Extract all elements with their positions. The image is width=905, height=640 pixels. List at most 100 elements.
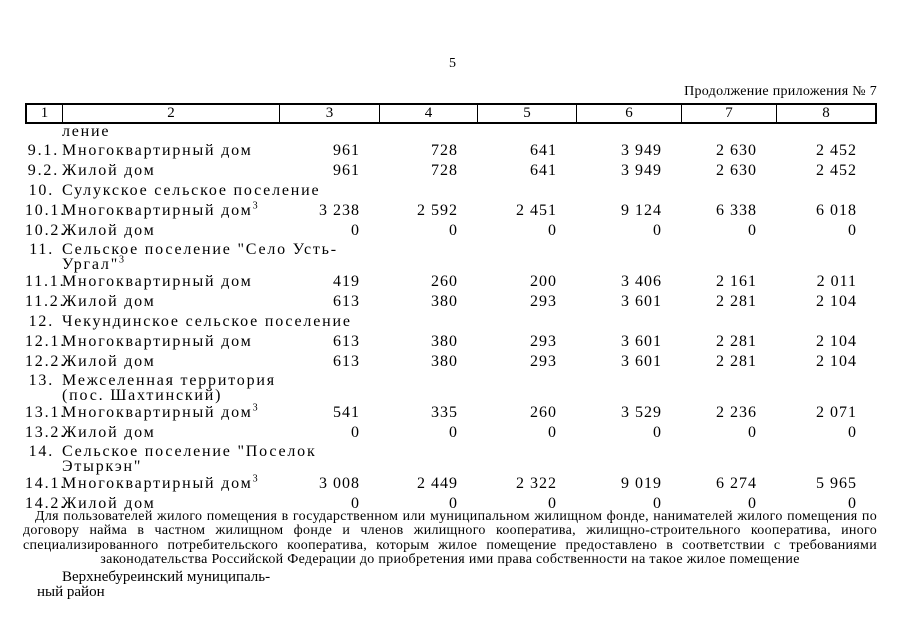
row-number: 11.2. xyxy=(25,293,66,310)
value-cell: 380 xyxy=(431,353,458,370)
value-cell: 2 452 xyxy=(816,162,857,179)
row-label: Многоквартирный дом3 xyxy=(62,200,258,219)
value-cell: 0 xyxy=(351,495,360,512)
row-label: Многоквартирный дом xyxy=(62,273,253,290)
row-number: 10. xyxy=(28,182,54,199)
value-cell: 3 008 xyxy=(319,475,360,492)
value-cell: 2 071 xyxy=(816,404,857,421)
column-header-3: 3 xyxy=(279,105,379,122)
value-cell: 9 019 xyxy=(621,475,662,492)
row-label: Жилой дом xyxy=(62,424,156,441)
table-row: 11.2. Жилой дом 613 380 293 3 601 2 281 2 104 xyxy=(25,292,877,312)
value-cell: 2 451 xyxy=(516,202,557,219)
column-header-2: 2 xyxy=(62,105,279,122)
value-cell: 2 322 xyxy=(516,475,557,492)
value-cell: 3 406 xyxy=(621,273,662,290)
value-cell: 0 xyxy=(653,424,662,441)
value-cell: 613 xyxy=(333,293,360,310)
value-cell: 335 xyxy=(431,404,458,421)
section-row: 14. Сельское поселение "Поселок Этыркэн" xyxy=(25,443,877,475)
row-label: Многоквартирный дом xyxy=(62,333,253,350)
table-row: 10.2. Жилой дом 0 0 0 0 0 0 xyxy=(25,221,877,241)
jurisdiction-line-2: ный район xyxy=(37,583,105,600)
row-label: Жилой дом xyxy=(62,162,156,179)
column-header-8: 8 xyxy=(776,105,875,122)
table-row: 9.2. Жилой дом 961 728 641 3 949 2 630 2 452 xyxy=(25,161,877,181)
value-cell: 0 xyxy=(653,222,662,239)
value-cell: 728 xyxy=(431,142,458,159)
row-label: Жилой дом xyxy=(62,293,156,310)
row-number: 14.2. xyxy=(25,495,66,512)
value-cell: 2 161 xyxy=(716,273,757,290)
value-cell: 2 592 xyxy=(417,202,458,219)
column-header-6: 6 xyxy=(576,105,681,122)
row-label: Сельское поселение "Село Усть- Ургал"3 xyxy=(62,241,338,273)
section-row: 12. Чекундинское сельское поселение xyxy=(25,312,877,332)
row-number: 11.1. xyxy=(25,273,66,290)
row-label: ление xyxy=(62,123,111,140)
value-cell: 293 xyxy=(530,293,557,310)
row-label: Сулукское сельское поселение xyxy=(62,182,321,199)
value-cell: 0 xyxy=(548,495,557,512)
value-cell: 3 949 xyxy=(621,142,662,159)
table-row: 13.1. Многоквартирный дом3 541 335 260 3 529 2… xyxy=(25,403,877,423)
value-cell: 728 xyxy=(431,162,458,179)
value-cell: 0 xyxy=(748,222,757,239)
value-cell: 0 xyxy=(351,222,360,239)
row-number: 13.1. xyxy=(25,404,66,421)
value-cell: 260 xyxy=(530,404,557,421)
column-header-4: 4 xyxy=(379,105,477,122)
row-number: 9.2. xyxy=(27,162,59,179)
value-cell: 293 xyxy=(530,333,557,350)
row-label: Жилой дом xyxy=(62,222,156,239)
table-row: 12.1. Многоквартирный дом 613 380 293 3 601 2 … xyxy=(25,332,877,352)
row-number: 13. xyxy=(28,372,54,389)
value-cell: 6 018 xyxy=(816,202,857,219)
footnote-marker: 3 xyxy=(252,402,258,414)
value-cell: 2 281 xyxy=(716,353,757,370)
value-cell: 0 xyxy=(848,222,857,239)
value-cell: 380 xyxy=(431,333,458,350)
value-cell: 293 xyxy=(530,353,557,370)
value-cell: 2 104 xyxy=(816,293,857,310)
continuation-note: Продолжение приложения № 7 xyxy=(684,84,877,99)
row-number: 10.2. xyxy=(25,222,66,239)
value-cell: 2 281 xyxy=(716,333,757,350)
value-cell: 2 104 xyxy=(816,333,857,350)
row-label: Сельское поселение "Поселок Этыркэн" xyxy=(62,443,317,475)
value-cell: 2 011 xyxy=(816,273,857,290)
row-number: 9.1. xyxy=(27,142,59,159)
value-cell: 419 xyxy=(333,273,360,290)
jurisdiction-name: Верхнебуреинский муниципаль-ный район xyxy=(37,569,367,600)
row-number: 10.1. xyxy=(25,202,66,219)
value-cell: 6 338 xyxy=(716,202,757,219)
row-label: Жилой дом xyxy=(62,495,156,512)
value-cell: 0 xyxy=(449,495,458,512)
column-header-5: 5 xyxy=(477,105,576,122)
value-cell: 2 281 xyxy=(716,293,757,310)
value-cell: 641 xyxy=(530,142,557,159)
footnote-paragraph: Для пользователей жилого помещения в гос… xyxy=(23,509,877,567)
table-row: 12.2. Жилой дом 613 380 293 3 601 2 281 2 104 xyxy=(25,352,877,372)
footnote-marker: 3 xyxy=(252,473,258,485)
row-number xyxy=(25,124,62,141)
row-number: 12.1. xyxy=(25,333,66,350)
table-row: ление xyxy=(25,124,877,141)
table-row: 9.1. Многоквартирный дом 961 728 641 3 949 2 6… xyxy=(25,141,877,161)
jurisdiction-line-1: Верхнебуреинский муниципаль- xyxy=(62,569,271,585)
value-cell: 613 xyxy=(333,353,360,370)
value-cell: 3 949 xyxy=(621,162,662,179)
column-header-7: 7 xyxy=(681,105,776,122)
value-cell: 9 124 xyxy=(621,202,662,219)
row-number: 14. xyxy=(28,443,54,460)
table-row: 13.2. Жилой дом 0 0 0 0 0 0 xyxy=(25,423,877,443)
row-number: 14.1. xyxy=(25,475,66,492)
value-cell: 2 630 xyxy=(716,162,757,179)
page-number: 5 xyxy=(449,56,456,71)
value-cell: 0 xyxy=(351,424,360,441)
value-cell: 0 xyxy=(449,424,458,441)
value-cell: 2 630 xyxy=(716,142,757,159)
